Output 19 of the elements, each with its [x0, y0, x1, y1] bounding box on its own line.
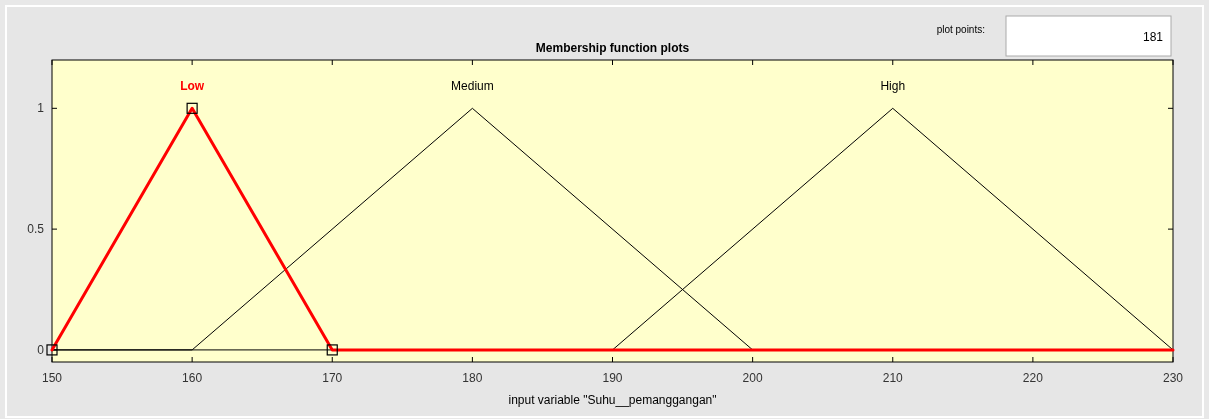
y-tick-label: 0.5: [27, 222, 45, 237]
x-tick-label: 210: [882, 371, 904, 385]
x-tick-label: 220: [1022, 371, 1044, 385]
x-tick-label: 150: [41, 371, 63, 385]
x-tick-label: 180: [462, 371, 483, 385]
x-tick-label: 170: [322, 371, 343, 385]
x-tick-label: 230: [1162, 371, 1184, 385]
y-tick-label: 1: [37, 101, 45, 116]
x-tick-label: 160: [182, 371, 203, 385]
y-tick-label: 0: [37, 342, 45, 357]
chart-title: Membership function plots: [535, 41, 690, 55]
x-tick-label: 190: [602, 371, 623, 385]
legend-label: Low: [180, 79, 205, 94]
legend-label: Medium: [451, 79, 494, 94]
text: 181: [1142, 30, 1164, 44]
legend-label: High: [880, 79, 906, 94]
x-axis-title: input variable "Suhu__pemanggangan": [508, 393, 717, 407]
x-tick-label: 200: [742, 371, 763, 385]
text: plot points:: [936, 24, 985, 35]
